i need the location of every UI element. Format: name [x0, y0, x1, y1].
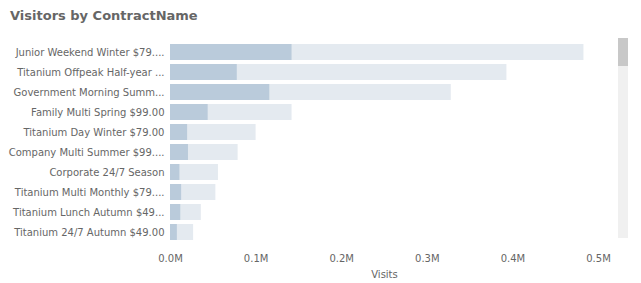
svg-text:Titanium Multi Monthly $79....: Titanium Multi Monthly $79....: [14, 187, 165, 198]
svg-text:0.5M: 0.5M: [586, 253, 611, 264]
svg-text:Company Multi Summer $99....: Company Multi Summer $99....: [9, 147, 165, 158]
svg-text:Government Morning Summ...: Government Morning Summ...: [14, 87, 165, 98]
svg-text:Titanium Offpeak Half-year ...: Titanium Offpeak Half-year ...: [16, 67, 164, 78]
svg-text:Corporate 24/7 Season: Corporate 24/7 Season: [49, 167, 164, 178]
svg-text:0.1M: 0.1M: [244, 253, 269, 264]
svg-text:Family Multi Spring $99.00: Family Multi Spring $99.00: [31, 107, 164, 118]
svg-text:0.0M: 0.0M: [158, 253, 183, 264]
html-text:Visitors by ContractName: Visitors by ContractName: [10, 8, 198, 23]
svg-text:0.4M: 0.4M: [501, 253, 526, 264]
svg-text:Titanium 24/7 Autumn $49.00: Titanium 24/7 Autumn $49.00: [13, 227, 164, 238]
svg-text:0.2M: 0.2M: [329, 253, 354, 264]
svg-text:Visits: Visits: [371, 269, 398, 280]
svg-text:Titanium Lunch Autumn $49...: Titanium Lunch Autumn $49...: [12, 207, 164, 218]
svg-text:0.3M: 0.3M: [415, 253, 440, 264]
svg-text:Junior Weekend Winter $79....: Junior Weekend Winter $79....: [15, 47, 165, 58]
svg-text:Titanium Day Winter $79.00: Titanium Day Winter $79.00: [22, 127, 164, 138]
